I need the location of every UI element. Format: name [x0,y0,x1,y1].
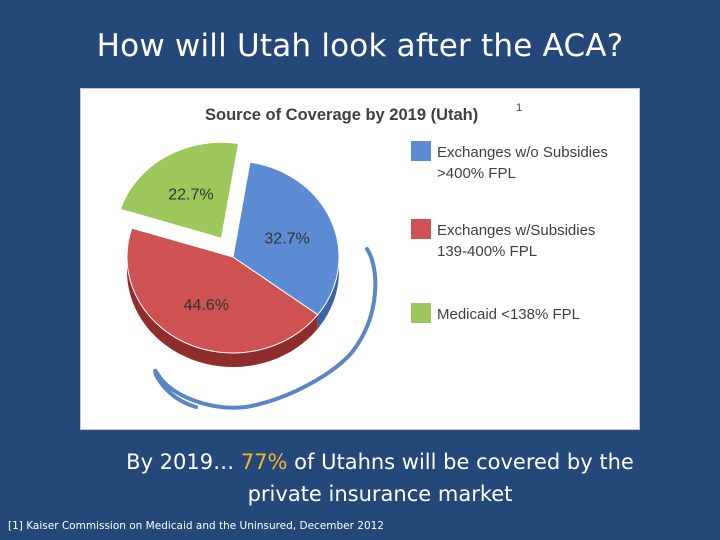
caption-line-1: By 2019… 77% of Utahns will be covered b… [60,446,700,478]
pie-slice-3 [119,141,240,239]
caption-line-2: private insurance market [247,482,513,506]
pie-slice-side-2 [127,254,318,367]
legend-label-1-line-1: Exchanges w/o Subsidies [437,144,608,161]
chart-title: Source of Coverage by 2019 (Utah) [205,106,478,124]
legend-label-1-line-2: >400% FPL [437,165,516,182]
pie-slice-value-label-1: 32.7% [264,230,309,247]
bracket-annotation [153,247,378,410]
pie-slice-2 [126,227,319,354]
pie-chart-frame: Source of Coverage by 2019 (Utah) 1 32.7… [80,88,640,430]
pie-slice-value-label-3: 22.7% [168,186,213,203]
chart-title-superscript: 1 [516,102,522,114]
caption-prefix: By 2019… [126,450,241,474]
pie-slice-value-label-2: 44.6% [184,297,229,314]
pie-slice-side-1 [317,254,339,329]
legend-label-2-line-1: Exchanges w/Subsidies [437,222,595,239]
caption-line1-rest: of Utahns will be covered by the [287,450,634,474]
legend-swatch-2 [411,219,431,239]
pie-slice-1 [232,161,340,316]
caption: By 2019… 77% of Utahns will be covered b… [60,446,700,510]
legend-label-3-line-1: Medicaid <138% FPL [437,306,580,323]
slide-title: How will Utah look after the ACA? [96,28,624,64]
caption-highlight-percent: 77% [240,450,288,474]
legend-label-2-line-2: 139-400% FPL [437,243,537,260]
pie-chart: Source of Coverage by 2019 (Utah) 1 32.7… [119,102,608,410]
legend-swatch-3 [411,303,431,323]
footnote: [1] Kaiser Commission on Medicaid and th… [8,520,384,532]
legend-swatch-1 [411,141,431,161]
